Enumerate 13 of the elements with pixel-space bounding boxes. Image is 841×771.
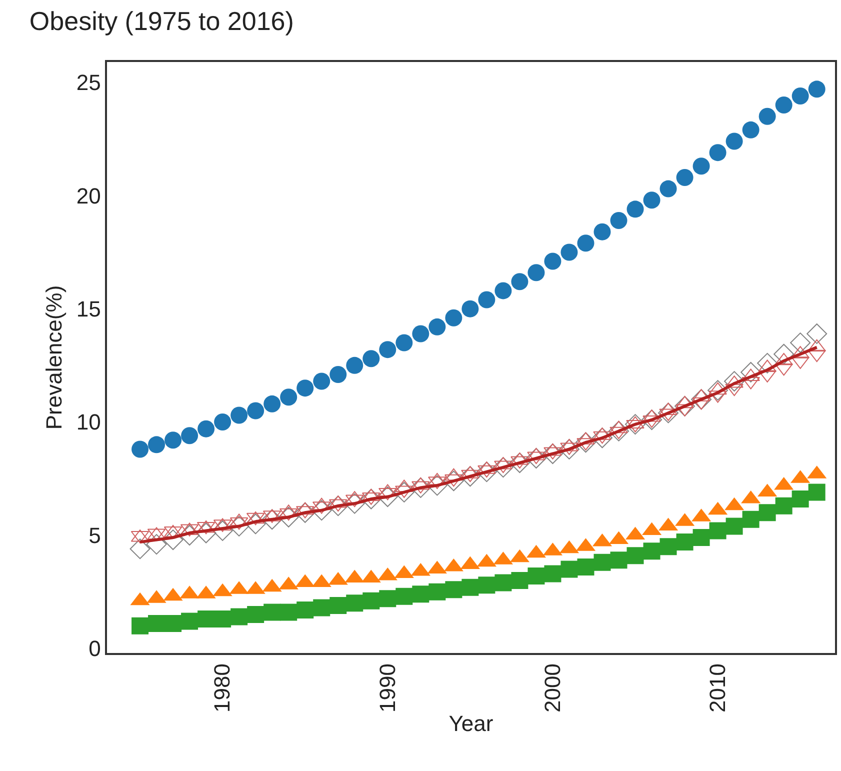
chart-title: Obesity (1975 to 2016) — [29, 6, 294, 36]
y-tick-label: 15 — [76, 296, 101, 322]
x-tick-label: 2000 — [540, 664, 565, 713]
y-tick-label: 20 — [76, 183, 101, 208]
x-tick-label: 1990 — [374, 664, 400, 713]
y-tick-label: 25 — [76, 70, 101, 96]
y-tick-label: 5 — [88, 522, 101, 548]
y-tick-label: 10 — [76, 410, 101, 435]
x-tick-label: 1980 — [210, 664, 235, 713]
x-axis-title: Year — [448, 710, 494, 736]
y-axis-title: Prevalence(%) — [42, 285, 67, 430]
y-tick-label: 0 — [88, 636, 101, 662]
x-tick-label: 2010 — [704, 664, 730, 713]
